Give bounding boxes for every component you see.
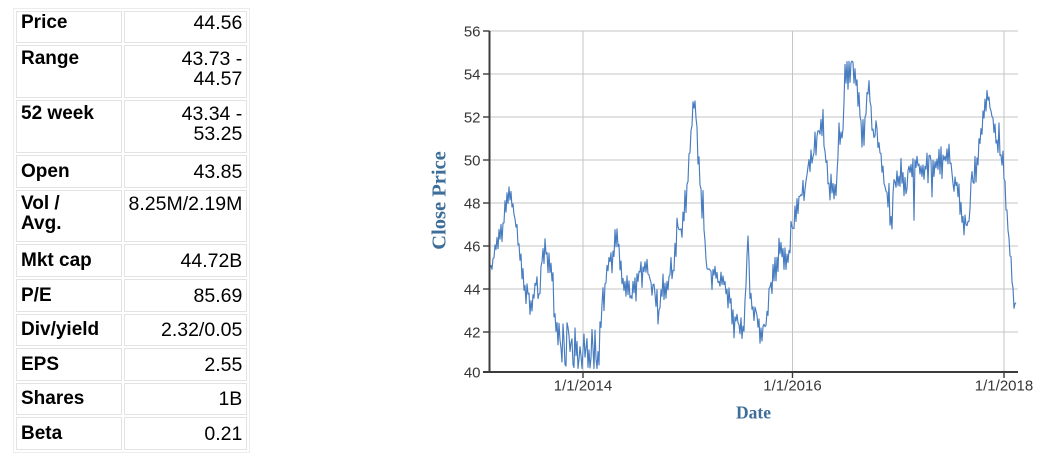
svg-text:56: 56 (464, 23, 481, 40)
svg-text:42: 42 (464, 324, 481, 341)
svg-text:1/1/2018: 1/1/2018 (975, 378, 1033, 395)
svg-text:48: 48 (464, 195, 481, 212)
svg-text:52: 52 (464, 109, 481, 126)
svg-text:40: 40 (464, 364, 481, 381)
svg-text:46: 46 (464, 238, 481, 255)
svg-text:54: 54 (464, 66, 481, 83)
svg-text:50: 50 (464, 152, 481, 169)
svg-text:44: 44 (464, 281, 481, 298)
svg-text:Close Price: Close Price (429, 151, 451, 249)
svg-text:1/1/2016: 1/1/2016 (763, 378, 821, 395)
svg-text:Date: Date (736, 403, 771, 423)
svg-text:1/1/2014: 1/1/2014 (554, 378, 612, 395)
